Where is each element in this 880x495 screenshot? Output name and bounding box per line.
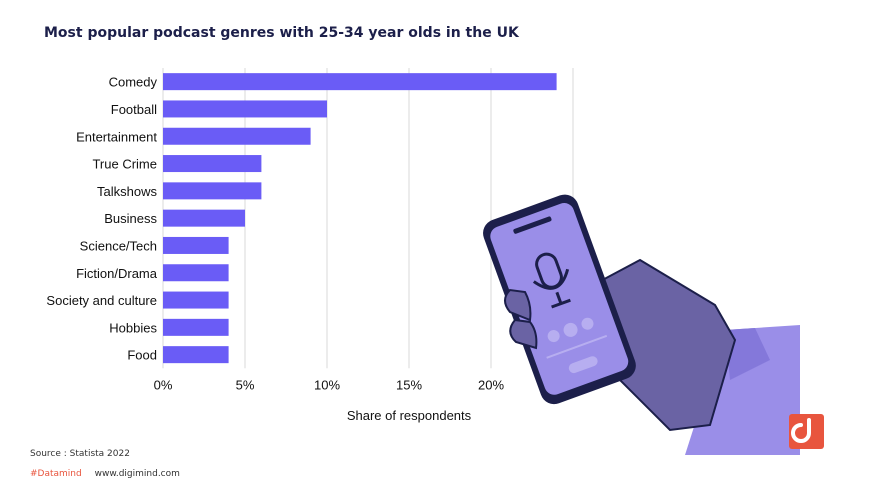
- category-label: Entertainment: [76, 129, 157, 144]
- bar: [163, 155, 262, 173]
- bar: [163, 182, 262, 200]
- category-label: Business: [104, 211, 157, 226]
- category-label: Hobbies: [109, 320, 157, 335]
- x-tick-label: 5%: [236, 377, 255, 392]
- bar: [163, 100, 327, 118]
- bar: [163, 73, 557, 91]
- source-note: Source : Statista 2022: [30, 449, 130, 459]
- x-tick-label: 20%: [478, 377, 504, 392]
- hashtag: #Datamind: [30, 469, 82, 479]
- category-label: Food: [127, 348, 157, 363]
- bar: [163, 318, 229, 336]
- bar: [163, 236, 229, 254]
- category-label: Talkshows: [97, 184, 157, 199]
- hand-holding-phone-icon: [483, 194, 800, 455]
- category-label: True Crime: [92, 157, 157, 172]
- bar: [163, 209, 245, 227]
- bar: [163, 264, 229, 282]
- x-tick-label: 0%: [154, 377, 173, 392]
- website-url: www.digimind.com: [94, 469, 180, 479]
- category-label: Science/Tech: [80, 238, 157, 253]
- x-axis-label: Share of respondents: [347, 408, 472, 423]
- chart-title: Most popular podcast genres with 25-34 y…: [44, 25, 519, 41]
- category-label: Society and culture: [46, 293, 157, 308]
- bar: [163, 127, 311, 145]
- category-label: Fiction/Drama: [76, 266, 158, 281]
- x-tick-label: 10%: [314, 377, 340, 392]
- category-label: Football: [111, 102, 157, 117]
- x-tick-label: 15%: [396, 377, 422, 392]
- category-label: Comedy: [109, 75, 158, 90]
- bar: [163, 346, 229, 364]
- bar: [163, 291, 229, 309]
- digimind-logo-icon: [789, 414, 824, 449]
- footer: #Datamind www.digimind.com: [30, 469, 180, 479]
